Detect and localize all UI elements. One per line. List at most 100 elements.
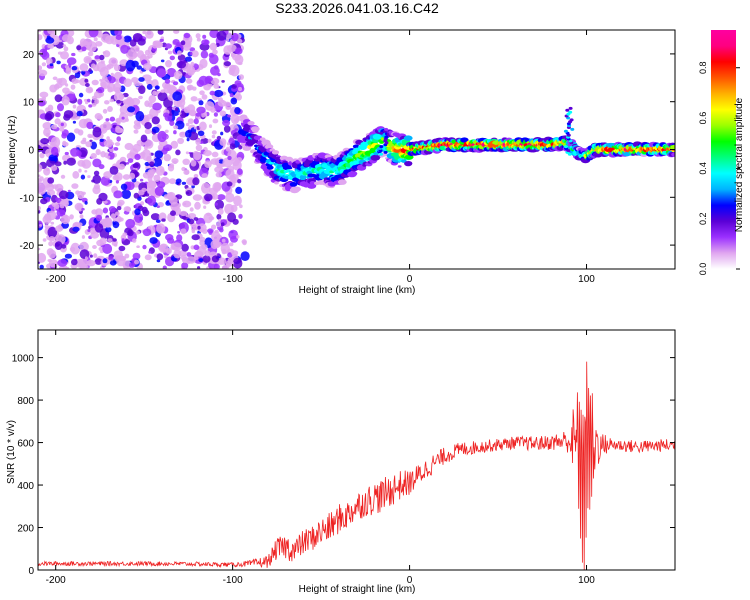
- noise-blob: [45, 132, 50, 138]
- ridge-spike: [569, 118, 574, 122]
- noise-blob: [201, 182, 211, 194]
- noise-blob: [196, 37, 201, 42]
- noise-blob: [106, 139, 113, 145]
- noise-blob: [38, 65, 43, 71]
- ridge-cell: [395, 146, 400, 150]
- noise-blob: [109, 98, 114, 103]
- noise-blob: [239, 204, 243, 209]
- noise-blob: [213, 263, 220, 269]
- noise-blob: [134, 208, 141, 216]
- noise-blob: [164, 43, 172, 49]
- noise-blob: [193, 151, 202, 161]
- ridge-spike: [568, 110, 573, 114]
- noise-blob: [48, 183, 54, 187]
- noise-blob: [213, 112, 218, 117]
- y-tick-label: 1000: [12, 354, 35, 365]
- noise-blob: [79, 63, 89, 72]
- noise-blob: [125, 162, 130, 165]
- ridge-cell: [309, 181, 316, 185]
- noise-blob: [50, 221, 55, 225]
- noise-blob: [38, 163, 43, 173]
- noise-blob: [122, 232, 128, 237]
- noise-blob: [86, 121, 94, 130]
- noise-blob: [72, 120, 76, 124]
- noise-blob: [154, 85, 160, 90]
- noise-blob: [103, 171, 113, 179]
- noise-blob: [225, 38, 230, 42]
- noise-blob: [95, 41, 103, 47]
- x-tick-label: -100: [223, 575, 243, 586]
- noise-blob: [209, 54, 219, 65]
- noise-blob: [176, 234, 183, 242]
- noise-blob: [92, 174, 102, 184]
- noise-blob: [198, 100, 204, 106]
- noise-blob: [153, 174, 161, 182]
- noise-blob: [144, 161, 150, 167]
- x-tick-label: -200: [46, 575, 66, 586]
- y-tick-label: 600: [17, 439, 34, 450]
- noise-blob: [195, 138, 201, 145]
- noise-blob: [212, 49, 218, 55]
- noise-blob: [38, 34, 43, 41]
- noise-blob: [100, 33, 111, 43]
- noise-blob: [60, 214, 71, 225]
- noise-blob: [109, 260, 117, 266]
- noise-blob: [79, 249, 90, 259]
- spectrogram-ylabel: Frequency (Hz): [7, 116, 18, 185]
- noise-blob: [123, 78, 132, 87]
- noise-blob: [70, 84, 76, 90]
- ridge-spike: [568, 106, 573, 110]
- noise-blob: [190, 159, 197, 167]
- noise-blob: [204, 193, 213, 202]
- noise-blob: [81, 235, 85, 239]
- noise-blob: [185, 190, 193, 196]
- noise-blob: [236, 157, 243, 162]
- noise-blob: [234, 107, 241, 115]
- noise-blob: [236, 38, 243, 44]
- noise-blob: [51, 146, 59, 156]
- noise-blob: [48, 241, 53, 247]
- noise-blob: [160, 89, 165, 93]
- noise-blob: [209, 90, 216, 96]
- noise-blob: [195, 144, 203, 151]
- noise-blob: [174, 107, 179, 112]
- noise-blob: [209, 42, 217, 51]
- noise-blob: [84, 78, 89, 83]
- noise-blob: [92, 245, 97, 249]
- noise-blob: [230, 97, 238, 105]
- noise-blob: [107, 82, 116, 92]
- noise-blob: [217, 194, 226, 201]
- ridge-cell: [351, 171, 357, 175]
- ridge-cell: [252, 128, 259, 133]
- ridge-cell: [271, 150, 280, 155]
- y-tick-label: 800: [17, 396, 34, 407]
- noise-blob: [194, 201, 201, 210]
- ridge-cell: [247, 121, 255, 126]
- noise-blob: [60, 204, 65, 209]
- noise-blob: [214, 202, 218, 206]
- noise-blob: [173, 70, 183, 80]
- ridge-cell: [379, 140, 384, 144]
- ridge-cell: [670, 144, 675, 151]
- noise-blob: [186, 260, 190, 265]
- noise-blob: [180, 228, 187, 235]
- noise-blob: [123, 35, 132, 43]
- noise-blob: [162, 265, 167, 269]
- noise-blob: [211, 231, 221, 243]
- noise-blob: [69, 214, 74, 220]
- noise-blob: [154, 186, 164, 196]
- ridge-cell: [403, 135, 413, 141]
- y-tick-label: 0: [28, 146, 34, 157]
- noise-blob: [95, 214, 103, 222]
- noise-blob: [136, 245, 140, 248]
- noise-blob: [161, 218, 166, 222]
- noise-blob: [46, 57, 53, 66]
- noise-blob: [172, 91, 183, 102]
- noise-blob: [186, 137, 190, 142]
- noise-blob: [226, 142, 230, 146]
- noise-blob: [159, 38, 164, 43]
- noise-blob: [115, 180, 119, 184]
- noise-blob: [63, 46, 69, 52]
- noise-blob: [116, 99, 121, 104]
